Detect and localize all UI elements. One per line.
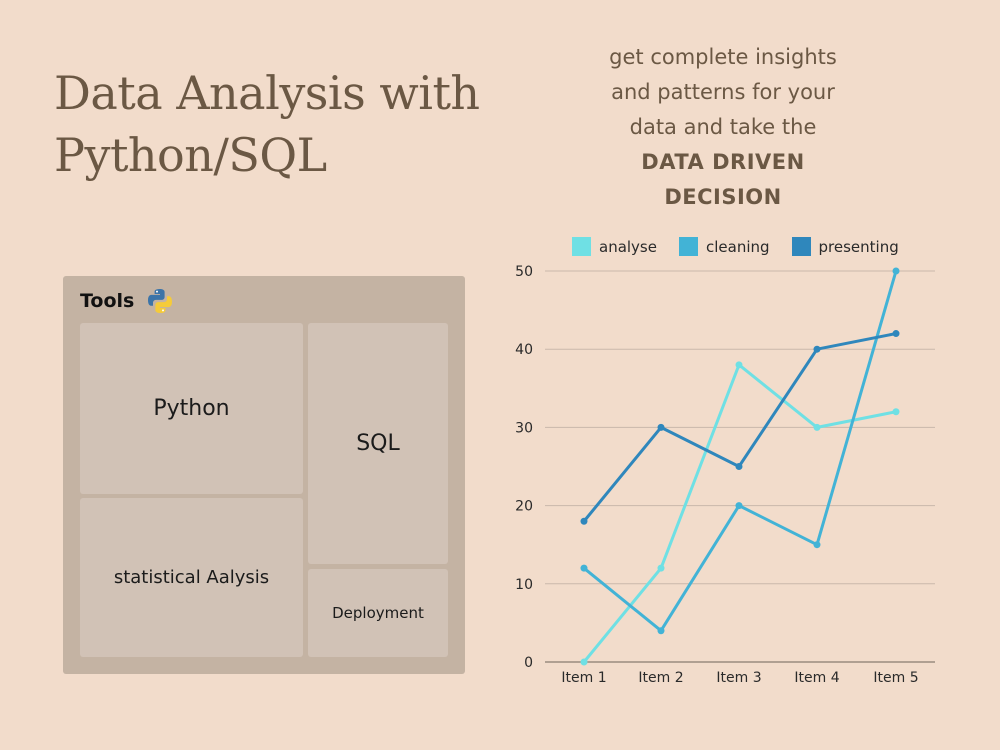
tile-python: Python xyxy=(80,323,303,494)
data-point-presenting xyxy=(580,517,588,525)
tile-python-label: Python xyxy=(153,396,230,421)
legend-label-analyse: analyse xyxy=(599,237,657,256)
legend-label-presenting: presenting xyxy=(818,237,899,256)
series-line-cleaning xyxy=(582,269,898,633)
title-line-2: Python/SQL xyxy=(54,128,327,182)
tools-title: Tools xyxy=(80,290,135,312)
data-point-cleaning xyxy=(657,627,665,635)
tools-header: Tools xyxy=(80,288,174,314)
tools-panel: Tools Python statistical Aalysis SQL Dep… xyxy=(63,276,465,674)
y-tick-label: 50 xyxy=(515,264,533,280)
legend-item-analyse: analyse xyxy=(572,237,657,256)
y-tick-label: 10 xyxy=(515,577,533,593)
data-point-cleaning xyxy=(813,541,821,549)
series-line-analyse xyxy=(582,363,898,664)
tile-deployment-label: Deployment xyxy=(332,604,424,622)
legend-item-presenting: presenting xyxy=(791,237,899,256)
tagline-emphasis-2: DECISION xyxy=(664,185,782,209)
x-tick-label: Item 5 xyxy=(873,670,918,686)
data-point-presenting xyxy=(657,423,665,431)
data-point-analyse xyxy=(892,408,900,416)
data-point-analyse xyxy=(735,361,743,369)
tile-statistical-analysis-label: statistical Aalysis xyxy=(113,567,270,588)
y-tick-label: 20 xyxy=(515,499,533,515)
tile-sql: SQL xyxy=(308,323,448,564)
legend-swatch-cleaning xyxy=(678,237,698,256)
legend-item-cleaning: cleaning xyxy=(678,237,770,256)
data-point-presenting xyxy=(813,345,821,353)
data-point-cleaning xyxy=(892,267,900,275)
tile-deployment: Deployment xyxy=(308,569,448,657)
data-point-analyse xyxy=(813,423,821,431)
data-point-cleaning xyxy=(735,502,743,510)
tagline-line-3: data and take the xyxy=(629,115,817,139)
x-tick-label: Item 3 xyxy=(716,670,761,686)
data-point-analyse xyxy=(580,658,588,666)
tagline-line-2: and patterns for your xyxy=(611,80,835,104)
page-title: Data Analysis with Python/SQL xyxy=(54,62,494,186)
y-tick-label: 0 xyxy=(524,655,533,671)
legend-swatch-presenting xyxy=(791,237,811,256)
python-logo-icon xyxy=(148,289,173,313)
tile-sql-label: SQL xyxy=(356,431,400,456)
tagline: get complete insights and patterns for y… xyxy=(563,40,883,215)
y-tick-label: 30 xyxy=(515,420,533,436)
title-line-1: Data Analysis with xyxy=(54,66,480,120)
x-tick-label: Item 2 xyxy=(638,670,683,686)
data-point-cleaning xyxy=(580,564,588,572)
chart-legend: analyse cleaning presenting xyxy=(572,237,899,256)
data-point-presenting xyxy=(735,463,743,470)
x-tick-label: Item 4 xyxy=(794,670,839,686)
y-tick-label: 40 xyxy=(515,342,533,358)
tagline-emphasis-1: DATA DRIVEN xyxy=(641,150,805,174)
legend-label-cleaning: cleaning xyxy=(705,237,770,256)
tile-statistical-analysis: statistical Aalysis xyxy=(80,498,303,657)
legend-swatch-analyse xyxy=(572,237,591,256)
data-point-presenting xyxy=(892,330,900,338)
data-point-analyse xyxy=(657,564,665,572)
x-tick-label: Item 1 xyxy=(561,670,606,686)
tagline-line-1: get complete insights xyxy=(609,45,837,69)
